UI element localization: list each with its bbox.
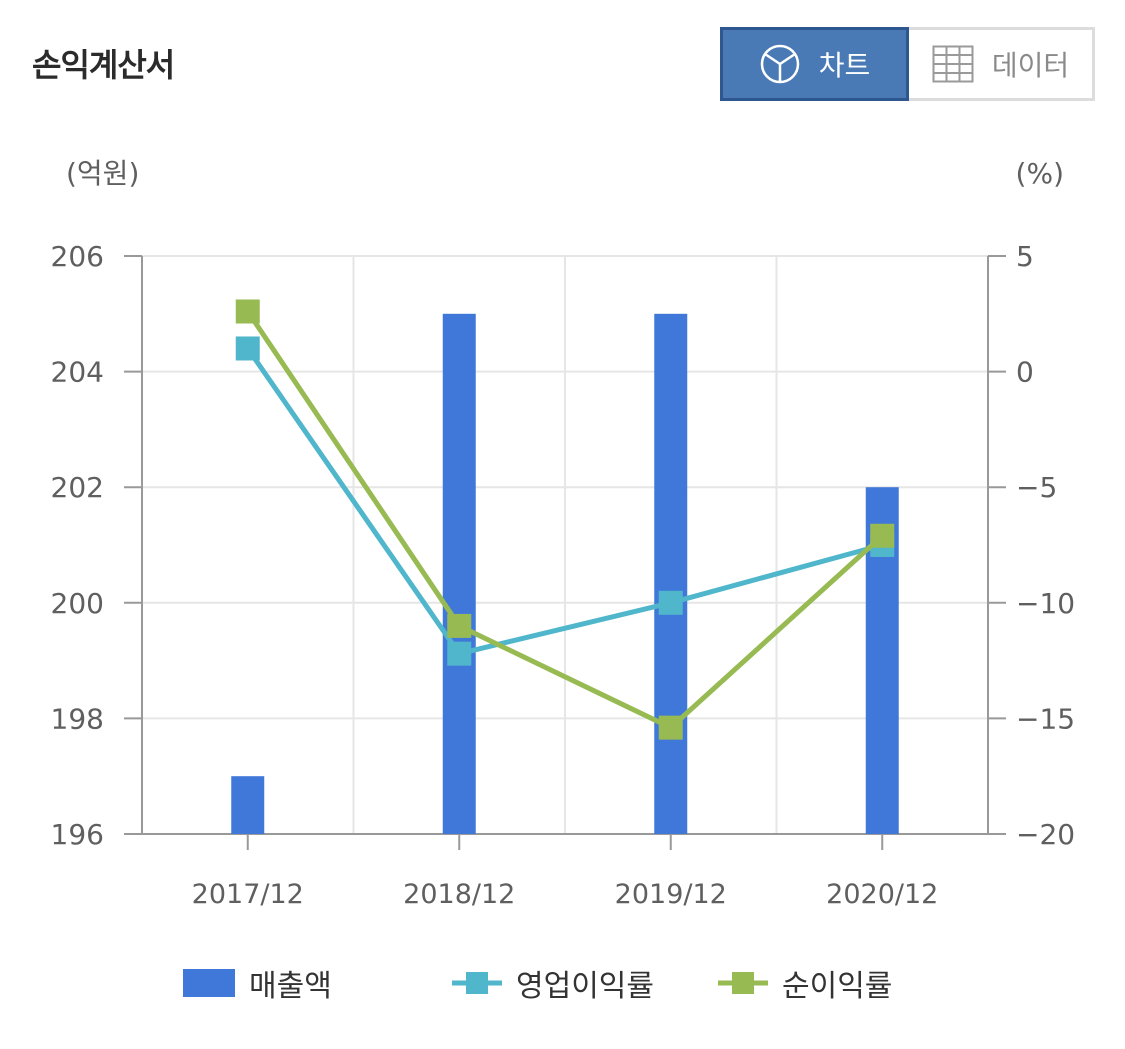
data-view-label: 데이터 [991, 49, 1070, 82]
left-tick-label: 200 [51, 587, 104, 620]
point-operating-margin [658, 590, 683, 615]
page-title: 손익계산서 [32, 46, 175, 84]
legend-label-sales: 매출액 [249, 969, 332, 1004]
data-view-button[interactable]: 데이터 [909, 27, 1095, 101]
x-tick-label: 2020/12 [826, 879, 938, 910]
right-axis-unit: (%) [1016, 157, 1064, 190]
income-chart: 206 204 202 200 198 196 5 0 −5 −10 −15 −20 (억원) (%) 20… [51, 157, 1076, 910]
point-net-margin [658, 715, 683, 740]
pie-chart-icon [759, 43, 801, 85]
right-tick-label: −10 [1016, 587, 1075, 620]
legend-swatch-net-margin [718, 972, 768, 994]
point-operating-margin [447, 641, 472, 666]
left-tick-label: 198 [51, 702, 104, 735]
right-tick-label: 0 [1016, 356, 1034, 389]
legend-item-operating-margin[interactable]: 영업이익률 [452, 958, 654, 1008]
chart-view-button[interactable]: 차트 [720, 27, 909, 101]
chart-legend: 매출액 영업이익률 순이익률 [0, 958, 1125, 1008]
legend-item-net-margin[interactable]: 순이익률 [718, 958, 892, 1008]
point-net-margin [235, 299, 260, 324]
point-net-margin [870, 523, 895, 548]
line-net-margin [245, 310, 884, 731]
bar-sales [442, 313, 476, 834]
x-tick-label: 2019/12 [615, 879, 727, 910]
legend-label-net-margin: 순이익률 [782, 969, 893, 1004]
point-operating-margin [235, 336, 260, 361]
view-toggle: 차트 데이터 [720, 27, 1095, 101]
legend-swatch-sales [183, 969, 235, 997]
left-tick-label: 196 [51, 818, 104, 851]
right-tick-label: −20 [1016, 818, 1075, 851]
bar-sales [231, 776, 265, 834]
x-tick-label: 2018/12 [403, 879, 515, 910]
x-tick-label: 2017/12 [192, 879, 304, 910]
line-operating-margin [245, 347, 883, 657]
left-tick-label: 204 [51, 356, 104, 389]
right-tick-label: −15 [1016, 702, 1075, 735]
legend-item-sales[interactable]: 매출액 [183, 958, 332, 1008]
point-net-margin [447, 613, 472, 638]
left-axis-unit: (억원) [66, 157, 139, 190]
left-tick-label: 206 [51, 240, 104, 273]
right-tick-label: 5 [1016, 240, 1034, 273]
bar-sales [654, 313, 688, 834]
legend-label-operating-margin: 영업이익률 [516, 969, 654, 1004]
right-tick-label: −5 [1016, 471, 1057, 504]
table-grid-icon [932, 45, 974, 83]
legend-swatch-operating-margin [452, 972, 502, 994]
chart-view-label: 차트 [818, 49, 871, 82]
left-tick-label: 202 [51, 471, 104, 504]
